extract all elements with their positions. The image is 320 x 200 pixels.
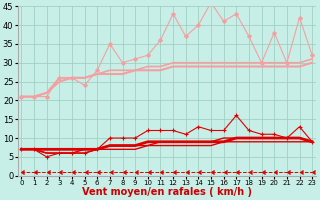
X-axis label: Vent moyen/en rafales ( km/h ): Vent moyen/en rafales ( km/h ) [82,187,252,197]
